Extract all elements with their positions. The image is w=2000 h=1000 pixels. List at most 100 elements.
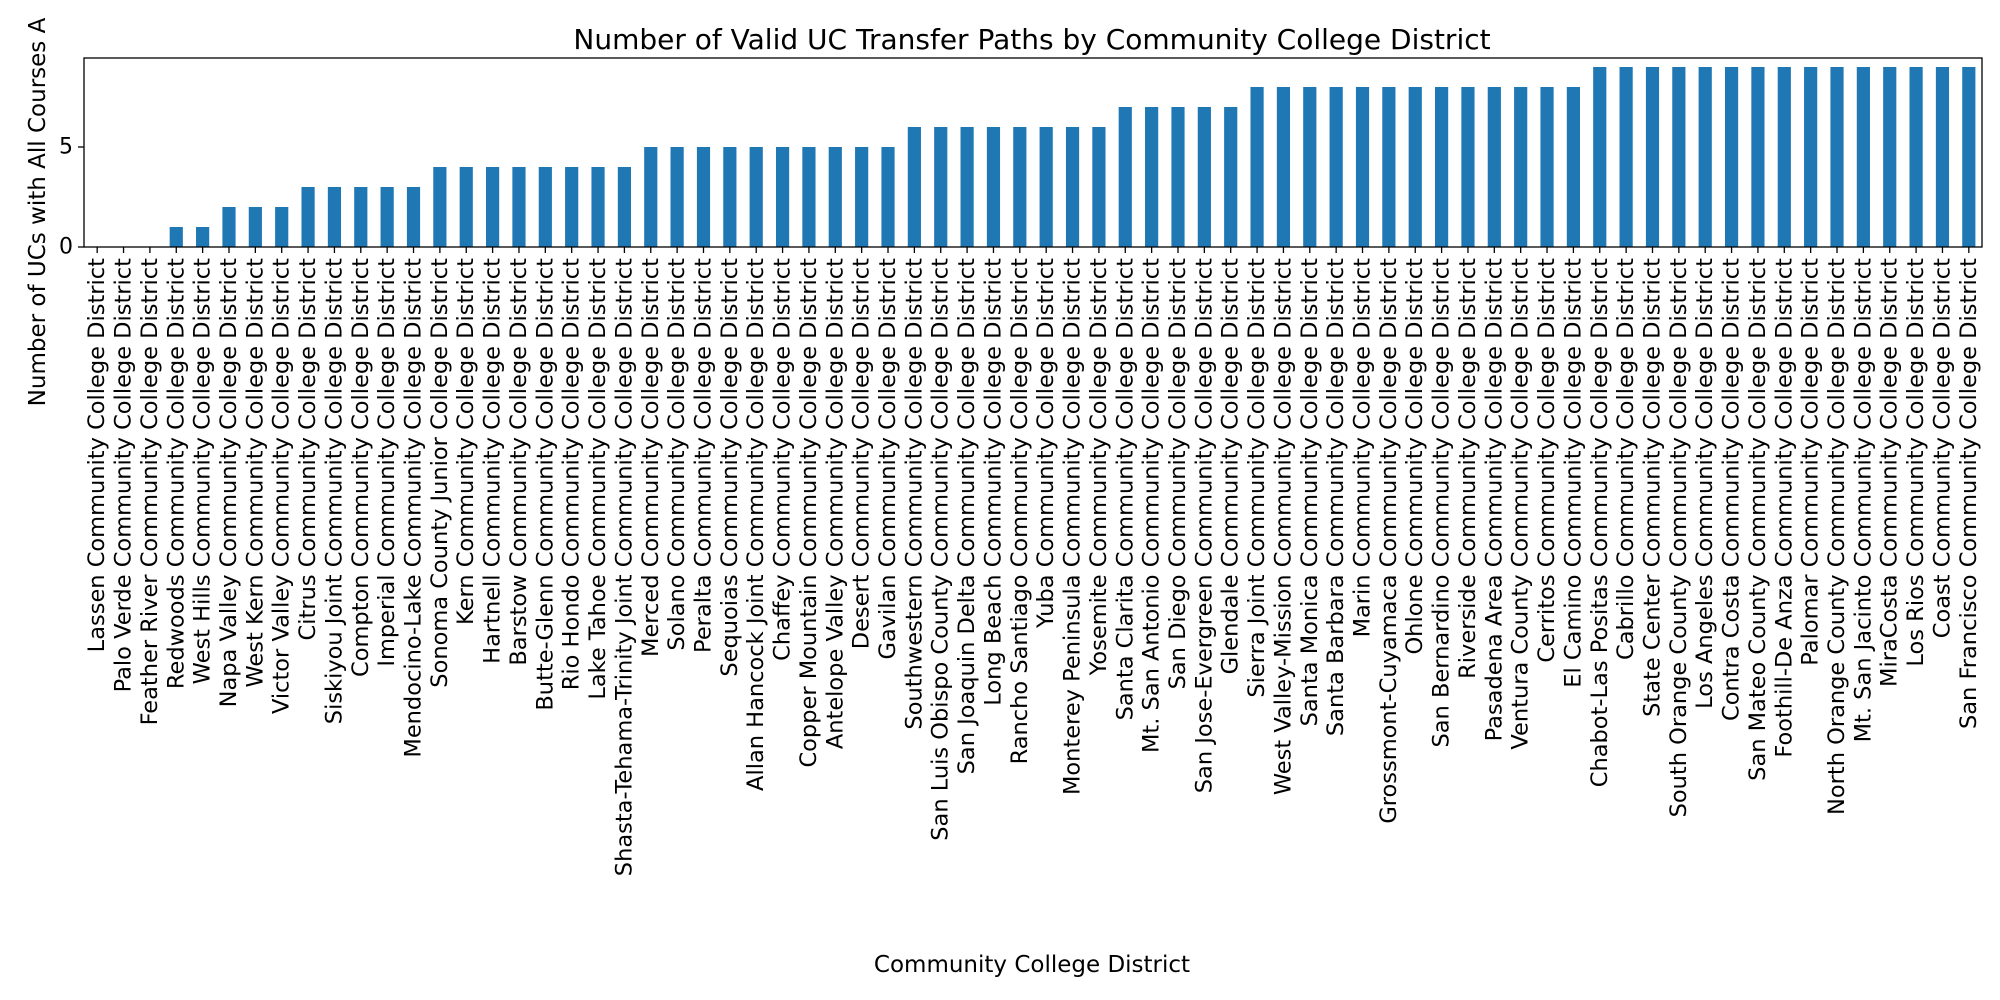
x-tick-label: Siskiyou Joint Community College Distric… <box>321 258 347 724</box>
bar-35 <box>1013 127 1027 247</box>
bar-5 <box>222 207 236 247</box>
plot-frame <box>83 57 1983 248</box>
x-tick-label: Long Beach Community College District <box>980 258 1006 706</box>
x-tick-label: San Joaquin Delta Community College Dist… <box>954 258 980 775</box>
x-tick-label: Mt. San Jacinto Community College Distri… <box>1850 258 1876 743</box>
x-tick-label: Gavilan Community College District <box>875 258 901 660</box>
bar-69 <box>1909 67 1923 247</box>
x-tick-label: Los Angeles Community College District <box>1692 258 1718 709</box>
x-tick-label: Coast Community College District <box>1929 258 1955 638</box>
x-tick-label: Cerritos Community College District <box>1534 258 1560 663</box>
x-tick-label: San Mateo County Community College Distr… <box>1745 258 1771 781</box>
y-tick-label: 5 <box>59 135 73 160</box>
bar-55 <box>1540 87 1554 247</box>
bar-58 <box>1619 67 1633 247</box>
x-tick-label: Marin Community College District <box>1350 258 1376 638</box>
x-tick-label: Victor Valley Community College District <box>269 258 295 714</box>
x-tick-label: Shasta-Tehama-Trinity Joint Community Co… <box>611 258 637 876</box>
x-tick-label: Redwoods Community College District <box>163 258 189 689</box>
bar-25 <box>749 147 763 247</box>
bar-40 <box>1145 107 1159 247</box>
x-tick-label: Merced Community College District <box>638 258 664 657</box>
bar-14 <box>459 167 473 247</box>
bar-22 <box>670 147 684 247</box>
bar-3 <box>169 227 183 247</box>
bar-43 <box>1224 107 1238 247</box>
y-axis: 05 <box>59 135 84 260</box>
x-tick-label: Glendale Community College District <box>1218 258 1244 675</box>
bar-8 <box>301 187 315 247</box>
x-tick-label: State Center Community College District <box>1639 258 1665 717</box>
x-tick-label: Imperial Community College District <box>374 258 400 667</box>
bar-15 <box>486 167 500 247</box>
x-tick-label: Kern Community College District <box>453 258 479 625</box>
x-tick-label: Santa Monica Community College District <box>1297 258 1323 727</box>
x-tick-label: Santa Barbara Community College District <box>1323 258 1349 736</box>
x-axis: Lassen Community College District Palo Ve… <box>84 247 1982 876</box>
bar-32 <box>934 127 948 247</box>
bar-37 <box>1065 127 1080 247</box>
x-tick-label: Butte-Glenn Community College District <box>532 258 558 711</box>
bar-6 <box>248 207 262 247</box>
x-tick-label: Feather River Community College District <box>137 258 163 726</box>
bar-49 <box>1382 87 1396 247</box>
x-tick-label: Los Rios Community College District <box>1903 258 1929 667</box>
x-tick-label: Yosemite Community College District <box>1086 258 1112 677</box>
bar-50 <box>1408 87 1422 247</box>
x-tick-label: Chaffey Community College District <box>770 258 796 661</box>
bar-48 <box>1355 87 1370 247</box>
bar-67 <box>1856 67 1870 247</box>
x-tick-label: Sonoma County Junior College District <box>427 258 453 688</box>
bar-70 <box>1935 67 1950 247</box>
bar-68 <box>1883 67 1897 247</box>
x-tick-label: Chabot-Las Positas Community College Dis… <box>1587 258 1613 787</box>
x-tick-label: West Valley-Mission Community College Di… <box>1270 258 1296 795</box>
x-tick-label: Napa Valley Community College District <box>216 258 242 708</box>
x-tick-label: San Jose-Evergreen Community College Dis… <box>1191 258 1217 793</box>
y-axis-label: Number of UCs with All Courses A <box>25 17 51 406</box>
bar-39 <box>1118 107 1132 247</box>
x-tick-label: Copper Mountain Community College Distri… <box>796 258 822 768</box>
bar-23 <box>696 147 711 247</box>
x-tick-label: Rancho Santiago Community College Distri… <box>1007 258 1033 765</box>
x-tick-label: Rio Hondo Community College District <box>559 258 585 690</box>
x-tick-label: San Francisco Community College District <box>1956 258 1982 729</box>
x-tick-label: North Orange County Community College Di… <box>1824 258 1850 815</box>
x-tick-label: Sequoias Community College District <box>717 258 743 677</box>
bar-7 <box>275 207 289 247</box>
x-tick-label: South Orange County Community College Di… <box>1666 258 1692 818</box>
x-tick-label: Peralta Community College District <box>690 258 716 653</box>
x-tick-label: Sierra Joint Community College District <box>1244 258 1270 698</box>
bars <box>169 67 1976 247</box>
x-tick-label: Pasadena Area Community College District <box>1481 258 1507 742</box>
x-tick-label: West Kern Community College District <box>242 258 268 688</box>
bar-56 <box>1566 87 1580 247</box>
bar-60 <box>1672 67 1686 247</box>
bar-9 <box>327 187 342 247</box>
x-tick-label: Cabrillo Community College District <box>1613 258 1639 660</box>
x-tick-label: San Bernardino Community College Distric… <box>1429 258 1455 748</box>
bar-61 <box>1698 67 1712 247</box>
bar-27 <box>802 147 816 247</box>
bar-20 <box>617 167 631 247</box>
bar-38 <box>1092 127 1106 247</box>
bar-4 <box>196 227 210 247</box>
bar-54 <box>1514 87 1528 247</box>
x-tick-label: West Hills Community College District <box>190 258 216 684</box>
x-tick-label: Palo Verde Community College District <box>111 258 137 693</box>
bar-64 <box>1777 67 1791 247</box>
bar-42 <box>1197 107 1211 247</box>
y-tick-label: 0 <box>59 235 73 260</box>
bar-16 <box>512 167 526 247</box>
bar-45 <box>1276 87 1291 247</box>
bar-18 <box>565 167 579 247</box>
x-tick-label: Contra Costa Community College District <box>1719 258 1745 721</box>
bar-11 <box>380 187 394 247</box>
bar-46 <box>1303 87 1317 247</box>
x-tick-label: Grossmont-Cuyamaca Community College Dis… <box>1376 258 1402 824</box>
bar-66 <box>1830 67 1844 247</box>
bar-51 <box>1435 87 1449 247</box>
x-tick-label: Southwestern Community College District <box>901 258 927 730</box>
x-tick-label: Monterey Peninsula Community College Dis… <box>1060 258 1086 795</box>
